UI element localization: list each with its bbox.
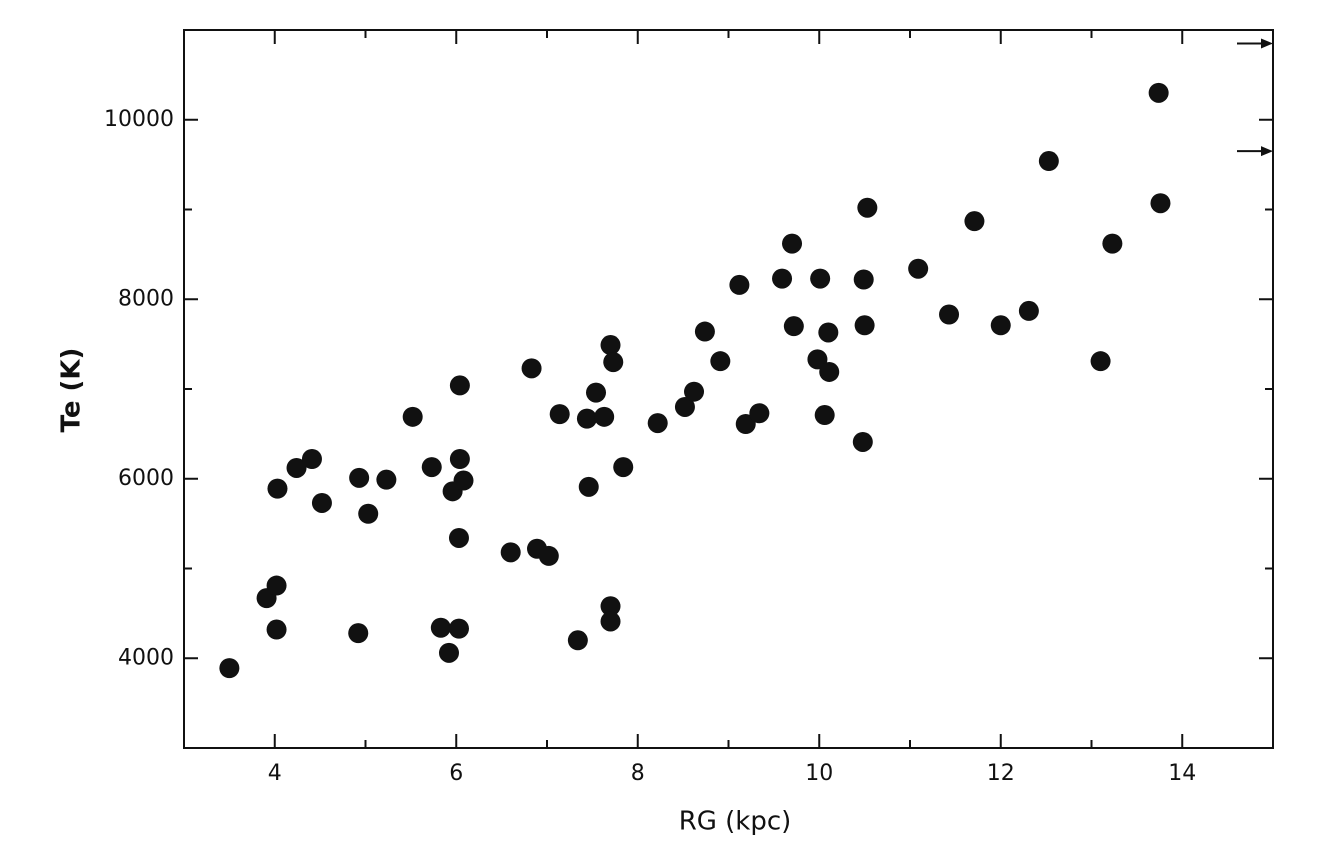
point: [613, 457, 634, 478]
y-tick-label: 4000: [118, 645, 174, 670]
point: [578, 476, 599, 497]
point: [500, 542, 521, 563]
x-tick-label: 8: [631, 761, 645, 786]
y-axis-label: Te (K): [57, 348, 87, 433]
point: [819, 361, 840, 382]
point: [854, 315, 875, 336]
point: [908, 258, 929, 279]
point: [852, 431, 873, 452]
point: [600, 596, 621, 617]
point: [594, 406, 615, 427]
point: [576, 408, 597, 429]
point: [729, 274, 750, 295]
point: [853, 269, 874, 290]
point: [735, 414, 756, 435]
point: [600, 335, 621, 356]
point: [358, 503, 379, 524]
point: [449, 375, 470, 396]
point: [311, 492, 332, 513]
point: [402, 406, 423, 427]
x-axis-label: RG (kpc): [679, 807, 792, 837]
point: [857, 197, 878, 218]
point: [990, 315, 1011, 336]
x-tick-label: 4: [268, 761, 282, 786]
point: [710, 351, 731, 372]
point: [647, 413, 668, 434]
point: [694, 321, 715, 342]
point: [219, 658, 240, 679]
point: [348, 623, 369, 644]
point: [448, 618, 469, 639]
point: [603, 352, 624, 373]
point: [438, 642, 459, 663]
point: [538, 545, 559, 566]
point: [349, 467, 370, 488]
point: [1102, 233, 1123, 254]
point: [939, 304, 960, 325]
y-tick-label: 8000: [118, 286, 174, 311]
point: [586, 382, 607, 403]
edge-arrow-head: [1261, 38, 1273, 49]
point: [376, 469, 397, 490]
point: [521, 358, 542, 379]
point: [684, 381, 705, 402]
point: [567, 630, 588, 651]
point: [267, 478, 288, 499]
x-tick-label: 6: [449, 761, 463, 786]
point: [749, 403, 770, 424]
point: [1148, 82, 1169, 103]
y-tick-label: 6000: [118, 466, 174, 491]
x-tick-label: 12: [987, 761, 1015, 786]
point: [814, 405, 835, 426]
point: [674, 396, 695, 417]
point: [453, 470, 474, 491]
point: [430, 617, 451, 638]
point: [818, 322, 839, 343]
point: [810, 268, 831, 289]
point: [549, 404, 570, 425]
point: [286, 457, 307, 478]
point: [1018, 300, 1039, 321]
y-tick-label: 10000: [104, 107, 174, 132]
point: [449, 449, 470, 470]
point: [783, 316, 804, 337]
point: [1150, 193, 1171, 214]
x-tick-label: 14: [1168, 761, 1196, 786]
point: [772, 268, 793, 289]
point: [964, 211, 985, 232]
point: [266, 619, 287, 640]
point: [782, 233, 803, 254]
point: [421, 457, 442, 478]
point: [266, 575, 287, 596]
x-tick-label: 10: [805, 761, 833, 786]
point: [301, 449, 322, 470]
point: [1090, 351, 1111, 372]
point: [1038, 151, 1059, 172]
point: [448, 527, 469, 548]
point: [807, 349, 828, 370]
edge-arrow-head: [1261, 146, 1273, 157]
point: [600, 611, 621, 632]
